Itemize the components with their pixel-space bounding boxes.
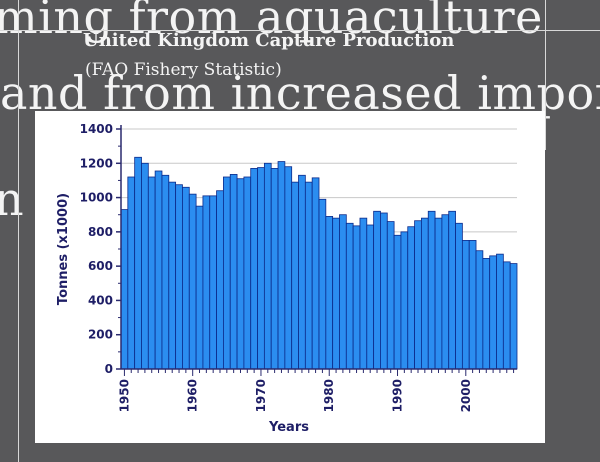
bar-1952 xyxy=(134,156,142,370)
bar-1990 xyxy=(393,234,402,370)
bar-1960 xyxy=(188,193,197,370)
decorative-frame-line-top xyxy=(0,30,600,31)
y-tick-label-400: 400 xyxy=(88,293,113,307)
bar-1974 xyxy=(284,166,293,370)
bar-1992 xyxy=(407,226,415,370)
bar-1991 xyxy=(400,231,409,370)
x-axis-label: Years xyxy=(268,420,309,435)
y-tick-label-1000: 1000 xyxy=(80,191,113,205)
bar-1977 xyxy=(304,181,313,370)
bar-1993 xyxy=(414,220,422,370)
x-tick-label-1990: 1990 xyxy=(391,379,405,412)
chart-title: United Kingdom Capture Production xyxy=(83,30,455,51)
y-tick-label-1400: 1400 xyxy=(80,122,113,136)
bar-1983 xyxy=(345,222,354,370)
chart-subtitle: (FAO Fishery Statistic) xyxy=(85,60,282,80)
y-tick-label-0: 0 xyxy=(105,362,113,376)
background-text-line-1: ming from aquaculture xyxy=(0,0,543,44)
bar-1950 xyxy=(120,209,129,370)
bar-1966 xyxy=(229,174,238,370)
x-tick-label-1960: 1960 xyxy=(186,379,200,412)
chart-panel: 0 200 400 600 800 1000 1200 1400 1950 1960 1970 198… xyxy=(35,111,545,443)
background-text-line-3: n xyxy=(0,172,25,226)
bar-1980 xyxy=(325,216,334,370)
bar-1973 xyxy=(277,161,286,370)
y-axis-label: Tonnes (x1000) xyxy=(56,193,71,305)
bar-1997 xyxy=(441,214,450,370)
y-tick-label-200: 200 xyxy=(88,328,113,342)
decorative-frame-line-left xyxy=(18,0,19,462)
bar-1963 xyxy=(209,195,217,370)
bar-1956 xyxy=(161,174,170,370)
y-tick-label-800: 800 xyxy=(88,225,113,239)
bar-2005 xyxy=(496,253,504,370)
bar-1982 xyxy=(339,214,347,370)
bar-1986 xyxy=(366,224,375,370)
bar-1953 xyxy=(141,162,149,370)
bar-1970 xyxy=(257,167,265,370)
bar-1958 xyxy=(175,184,183,370)
bar-1995 xyxy=(427,210,436,370)
bar-1989 xyxy=(386,221,395,370)
bar-1959 xyxy=(182,186,190,370)
bar-1961 xyxy=(195,205,204,370)
y-tick-label-1200: 1200 xyxy=(80,156,113,170)
background-text-line-2: and from increased impor xyxy=(0,66,600,120)
y-tick-label-600: 600 xyxy=(88,259,113,273)
bar-1962 xyxy=(202,195,211,370)
bar-1988 xyxy=(380,212,388,370)
bar-1981 xyxy=(332,217,340,370)
bar-2003 xyxy=(482,258,491,370)
bar-1972 xyxy=(270,168,279,370)
bar-1955 xyxy=(154,170,163,370)
bar-1984 xyxy=(352,225,361,370)
bar-1969 xyxy=(250,168,258,370)
bar-1964 xyxy=(216,190,224,370)
bar-1968 xyxy=(243,176,252,370)
bar-1987 xyxy=(373,210,381,370)
bar-1978 xyxy=(311,177,320,370)
bar-1951 xyxy=(127,176,136,370)
bar-2000 xyxy=(461,240,470,370)
x-tick-label-2000: 2000 xyxy=(459,379,473,412)
bar-1985 xyxy=(359,217,368,370)
bar-1979 xyxy=(318,198,327,370)
bar-chart: 0 200 400 600 800 1000 1200 1400 1950 1960 1970 198… xyxy=(56,122,518,435)
bar-2001 xyxy=(468,240,477,370)
bar-1996 xyxy=(434,217,443,370)
bar-1994 xyxy=(421,217,429,370)
x-tick-label-1980: 1980 xyxy=(322,379,336,412)
bar-1976 xyxy=(298,174,306,370)
bar-1954 xyxy=(147,176,156,370)
bar-2002 xyxy=(475,250,484,370)
bar-1975 xyxy=(291,181,299,370)
bar-1999 xyxy=(455,222,463,370)
bar-1998 xyxy=(448,210,456,370)
bar-2004 xyxy=(489,255,497,370)
bar-2007 xyxy=(509,263,518,370)
bar-1965 xyxy=(223,176,231,370)
decorative-frame-line-right xyxy=(545,0,546,150)
x-tick-label-1950: 1950 xyxy=(117,379,131,412)
bar-1967 xyxy=(236,178,245,370)
bar-2006 xyxy=(502,261,511,370)
bar-1957 xyxy=(168,181,177,370)
x-tick-label-1970: 1970 xyxy=(254,379,268,412)
bar-1971 xyxy=(263,162,272,370)
